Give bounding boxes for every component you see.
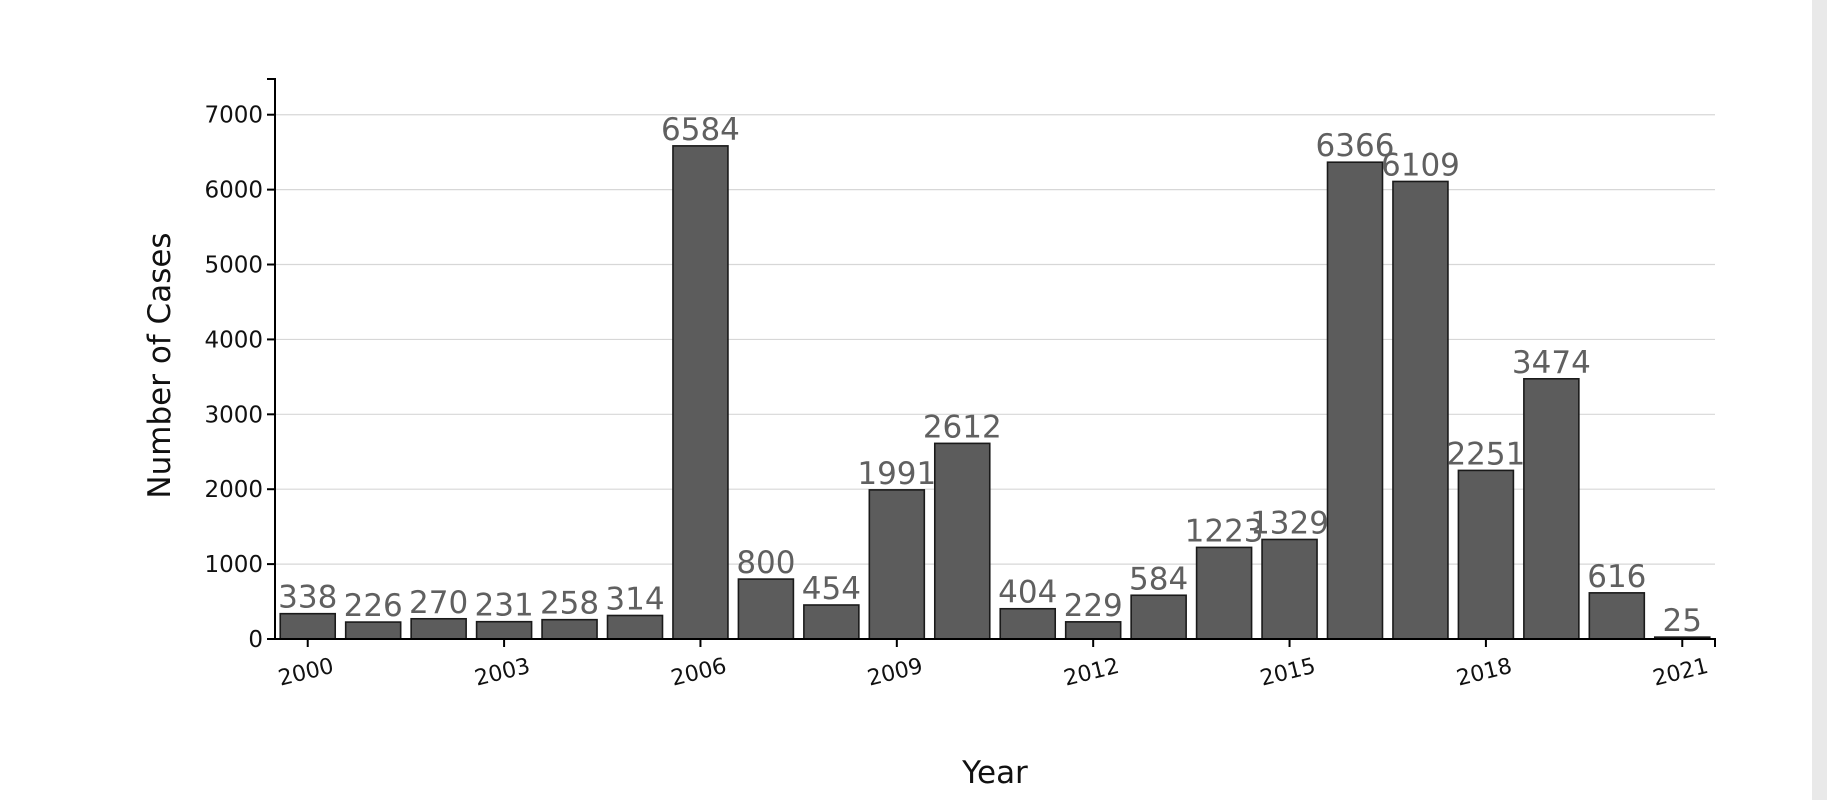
y-tick-label: 4000 — [204, 327, 263, 353]
y-tick-label: 1000 — [204, 552, 263, 578]
data-label: 25 — [1663, 603, 1702, 639]
bar — [1457, 469, 1515, 640]
data-label: 584 — [1129, 561, 1188, 597]
bar — [1064, 621, 1122, 640]
data-label: 3474 — [1512, 345, 1591, 381]
bar — [1130, 594, 1187, 640]
x-tick-label: 2012 — [1061, 654, 1121, 692]
x-tick-label: 2006 — [669, 654, 729, 692]
x-tick-label: 2000 — [276, 654, 336, 692]
x-tick-label: 2003 — [472, 654, 532, 692]
x-tick-label: 2009 — [865, 654, 925, 692]
bar — [1195, 546, 1253, 640]
bar — [1326, 161, 1384, 640]
data-label: 270 — [409, 585, 468, 621]
data-label: 6109 — [1381, 147, 1460, 183]
data-label: 454 — [802, 571, 861, 607]
x-axis: 2000 2003 2006 2009 2012 2015 2018 2021 — [275, 638, 1716, 692]
scrollbar-track[interactable] — [1812, 0, 1827, 800]
bar — [279, 612, 337, 640]
bar — [933, 442, 991, 640]
y-tick-label: 5000 — [204, 253, 263, 279]
data-label: 338 — [278, 580, 337, 616]
x-axis-line — [275, 638, 1716, 647]
y-tick-label: 7000 — [204, 103, 263, 129]
x-tick-label: 2015 — [1258, 654, 1318, 692]
bar — [1392, 180, 1449, 640]
bar — [672, 145, 729, 640]
data-label: 6584 — [661, 112, 740, 148]
bar — [999, 607, 1057, 640]
bar — [737, 578, 795, 640]
y-axis-title: Number of Cases — [142, 232, 178, 498]
bar — [868, 489, 926, 640]
data-label: 314 — [605, 581, 664, 617]
y-tick-label: 6000 — [204, 178, 263, 204]
bar — [475, 620, 533, 640]
x-tick-label: 2021 — [1651, 654, 1711, 692]
bar — [1588, 592, 1646, 640]
bar — [1523, 378, 1580, 640]
y-tick-label: 3000 — [204, 402, 263, 428]
y-tick-label: 0 — [248, 627, 263, 653]
data-label: 231 — [475, 588, 534, 624]
data-label: 616 — [1587, 559, 1646, 595]
gridlines — [275, 114, 1715, 565]
data-label: 6366 — [1316, 128, 1395, 164]
bar — [410, 617, 467, 640]
bar — [541, 618, 598, 640]
data-label: 1223 — [1185, 513, 1264, 549]
data-label: 1991 — [857, 456, 936, 492]
y-tick-label: 2000 — [204, 477, 263, 503]
bar — [606, 614, 664, 640]
data-label: 226 — [344, 588, 403, 624]
bars — [279, 145, 1711, 640]
x-axis-title: Year — [961, 755, 1028, 791]
data-label: 2612 — [923, 409, 1002, 445]
data-label: 229 — [1064, 588, 1123, 624]
data-label: 2251 — [1446, 436, 1525, 472]
bar — [1261, 538, 1318, 640]
x-tick-label: 2018 — [1454, 654, 1514, 692]
bar — [803, 604, 860, 640]
y-axis-line — [267, 78, 276, 639]
data-label: 1329 — [1250, 505, 1329, 541]
bar — [344, 621, 402, 640]
data-label: 404 — [998, 575, 1057, 611]
data-label: 800 — [736, 545, 795, 581]
y-axis: 0 1000 2000 3000 4000 5000 6000 7000 — [204, 78, 276, 653]
data-label: 258 — [540, 586, 599, 622]
